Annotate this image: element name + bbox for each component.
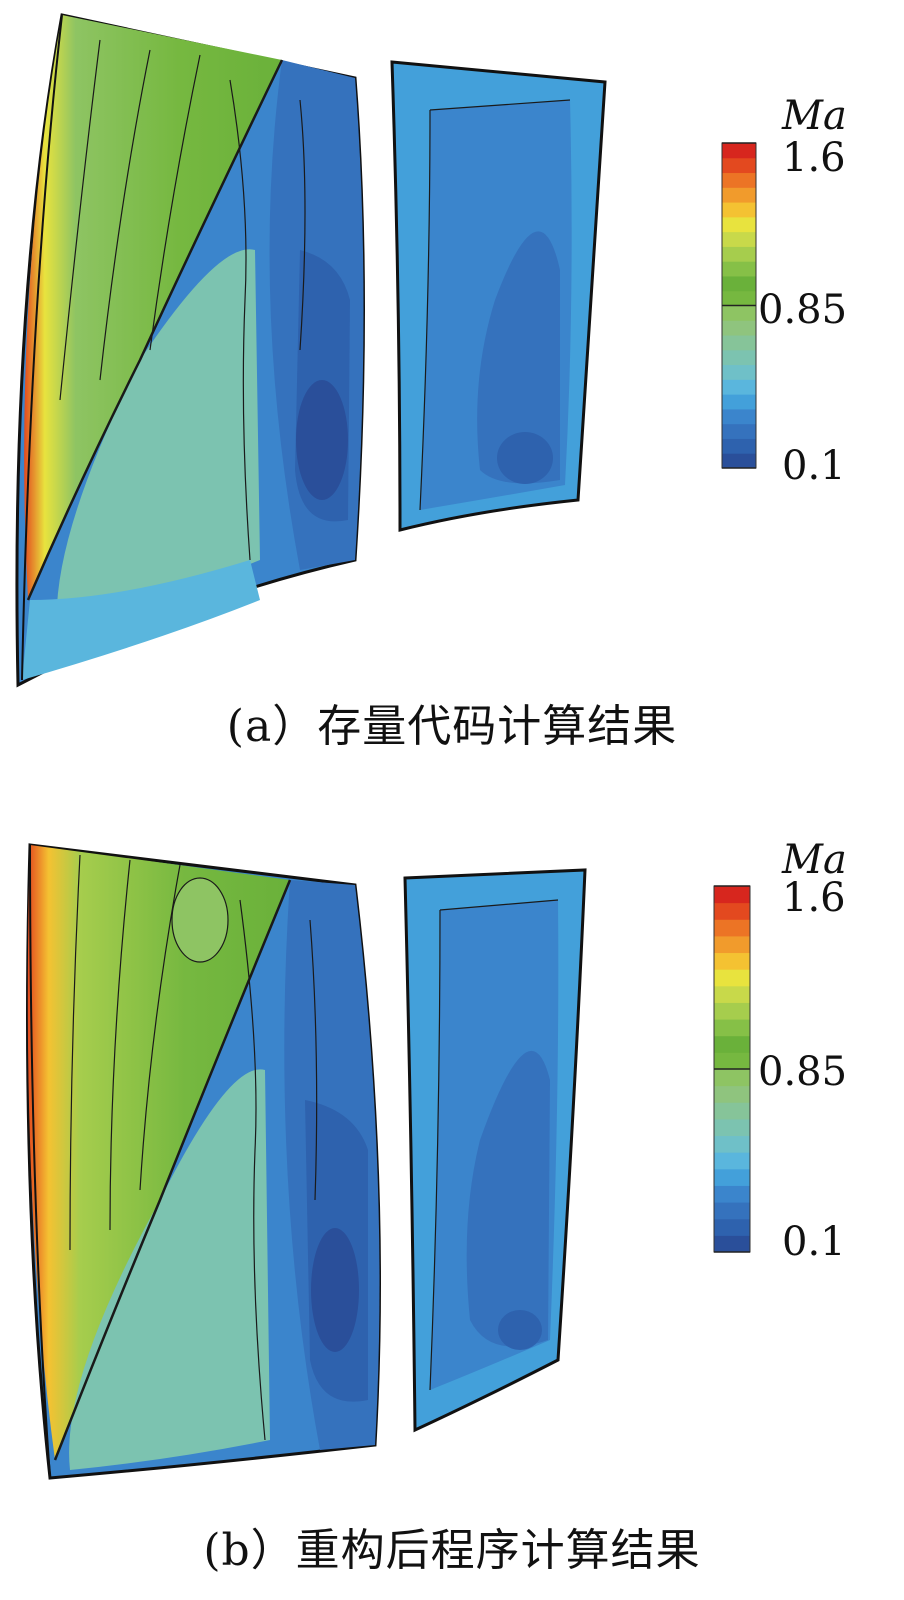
caption-b: (b）重构后程序计算结果 [203, 1525, 701, 1576]
colorbar-swatch [714, 952, 750, 970]
colorbar-swatch [722, 157, 756, 174]
blade-main-b [26, 843, 381, 1480]
colorbar-swatch [722, 349, 756, 366]
colorbar-swatch [722, 275, 756, 292]
colorbar-title: Ma [782, 837, 847, 883]
colorbar-swatch [714, 969, 750, 987]
contour-plot-a [15, 13, 757, 688]
colorbar-swatch [714, 1035, 750, 1053]
colorbar-swatch [714, 1152, 750, 1170]
colorbar-swatch [714, 1135, 750, 1153]
panel-a: Ma 1.6 0.85 0.1 (a）存量代码计算结果 [15, 13, 848, 752]
colorbar-swatch [722, 408, 756, 425]
colorbar-swatch [714, 919, 750, 937]
colorbar-swatch [722, 172, 756, 188]
colorbar-swatch [714, 985, 750, 1003]
colorbar-mid-label: 0.85 [758, 1049, 848, 1095]
colorbar-swatch [714, 1118, 750, 1137]
colorbar-swatch [714, 935, 750, 954]
colorbar-b [713, 885, 751, 1253]
contour-plot-b [26, 843, 751, 1480]
colorbar-swatch [722, 320, 756, 336]
colorbar-swatch [722, 187, 756, 203]
colorbar-swatch [714, 1218, 750, 1236]
colorbar-swatch [722, 305, 756, 321]
colorbar-swatch [722, 246, 756, 262]
colorbar-swatch [714, 1052, 750, 1070]
colorbar-swatch [722, 261, 756, 277]
colorbar-swatch [714, 1102, 750, 1120]
colorbar-swatch [714, 886, 750, 904]
colorbar-title: Ma [782, 93, 847, 139]
colorbar-swatch [714, 1019, 750, 1037]
colorbar-swatch [722, 231, 756, 247]
colorbar-swatch [722, 423, 756, 439]
colorbar-swatch [714, 1202, 750, 1220]
colorbar-mid-label: 0.85 [758, 287, 848, 333]
colorbar-swatch [714, 1085, 750, 1103]
colorbar-swatch [722, 335, 756, 351]
colorbar-swatch [714, 1069, 750, 1087]
blade-secondary-b [403, 868, 587, 1433]
colorbar-swatch [714, 1235, 750, 1253]
colorbar-swatch [722, 202, 756, 218]
colorbar-a [721, 142, 757, 469]
colorbar-max-label: 1.6 [782, 875, 846, 921]
colorbar-min-label: 0.1 [782, 1219, 846, 1265]
colorbar-swatch [722, 438, 756, 454]
colorbar-swatch [722, 143, 756, 159]
blade-secondary-a [390, 60, 607, 532]
colorbar-max-label: 1.6 [782, 135, 846, 181]
colorbar-swatch [714, 902, 750, 920]
colorbar-swatch [714, 1168, 750, 1186]
colorbar-swatch [722, 379, 756, 395]
colorbar-swatch [722, 290, 756, 306]
colorbar-swatch [722, 364, 756, 380]
colorbar-swatch [714, 1002, 750, 1020]
blade-main-a [15, 13, 365, 688]
colorbar-swatch [722, 394, 756, 410]
panel-b: Ma 1.6 0.85 0.1 (b）重构后程序计算结果 [0, 800, 904, 1600]
colorbar-min-label: 0.1 [782, 443, 846, 489]
colorbar-swatch [714, 1185, 750, 1203]
colorbar-swatch [722, 216, 756, 233]
caption-a: (a）存量代码计算结果 [226, 701, 678, 752]
colorbar-swatch [722, 453, 756, 469]
